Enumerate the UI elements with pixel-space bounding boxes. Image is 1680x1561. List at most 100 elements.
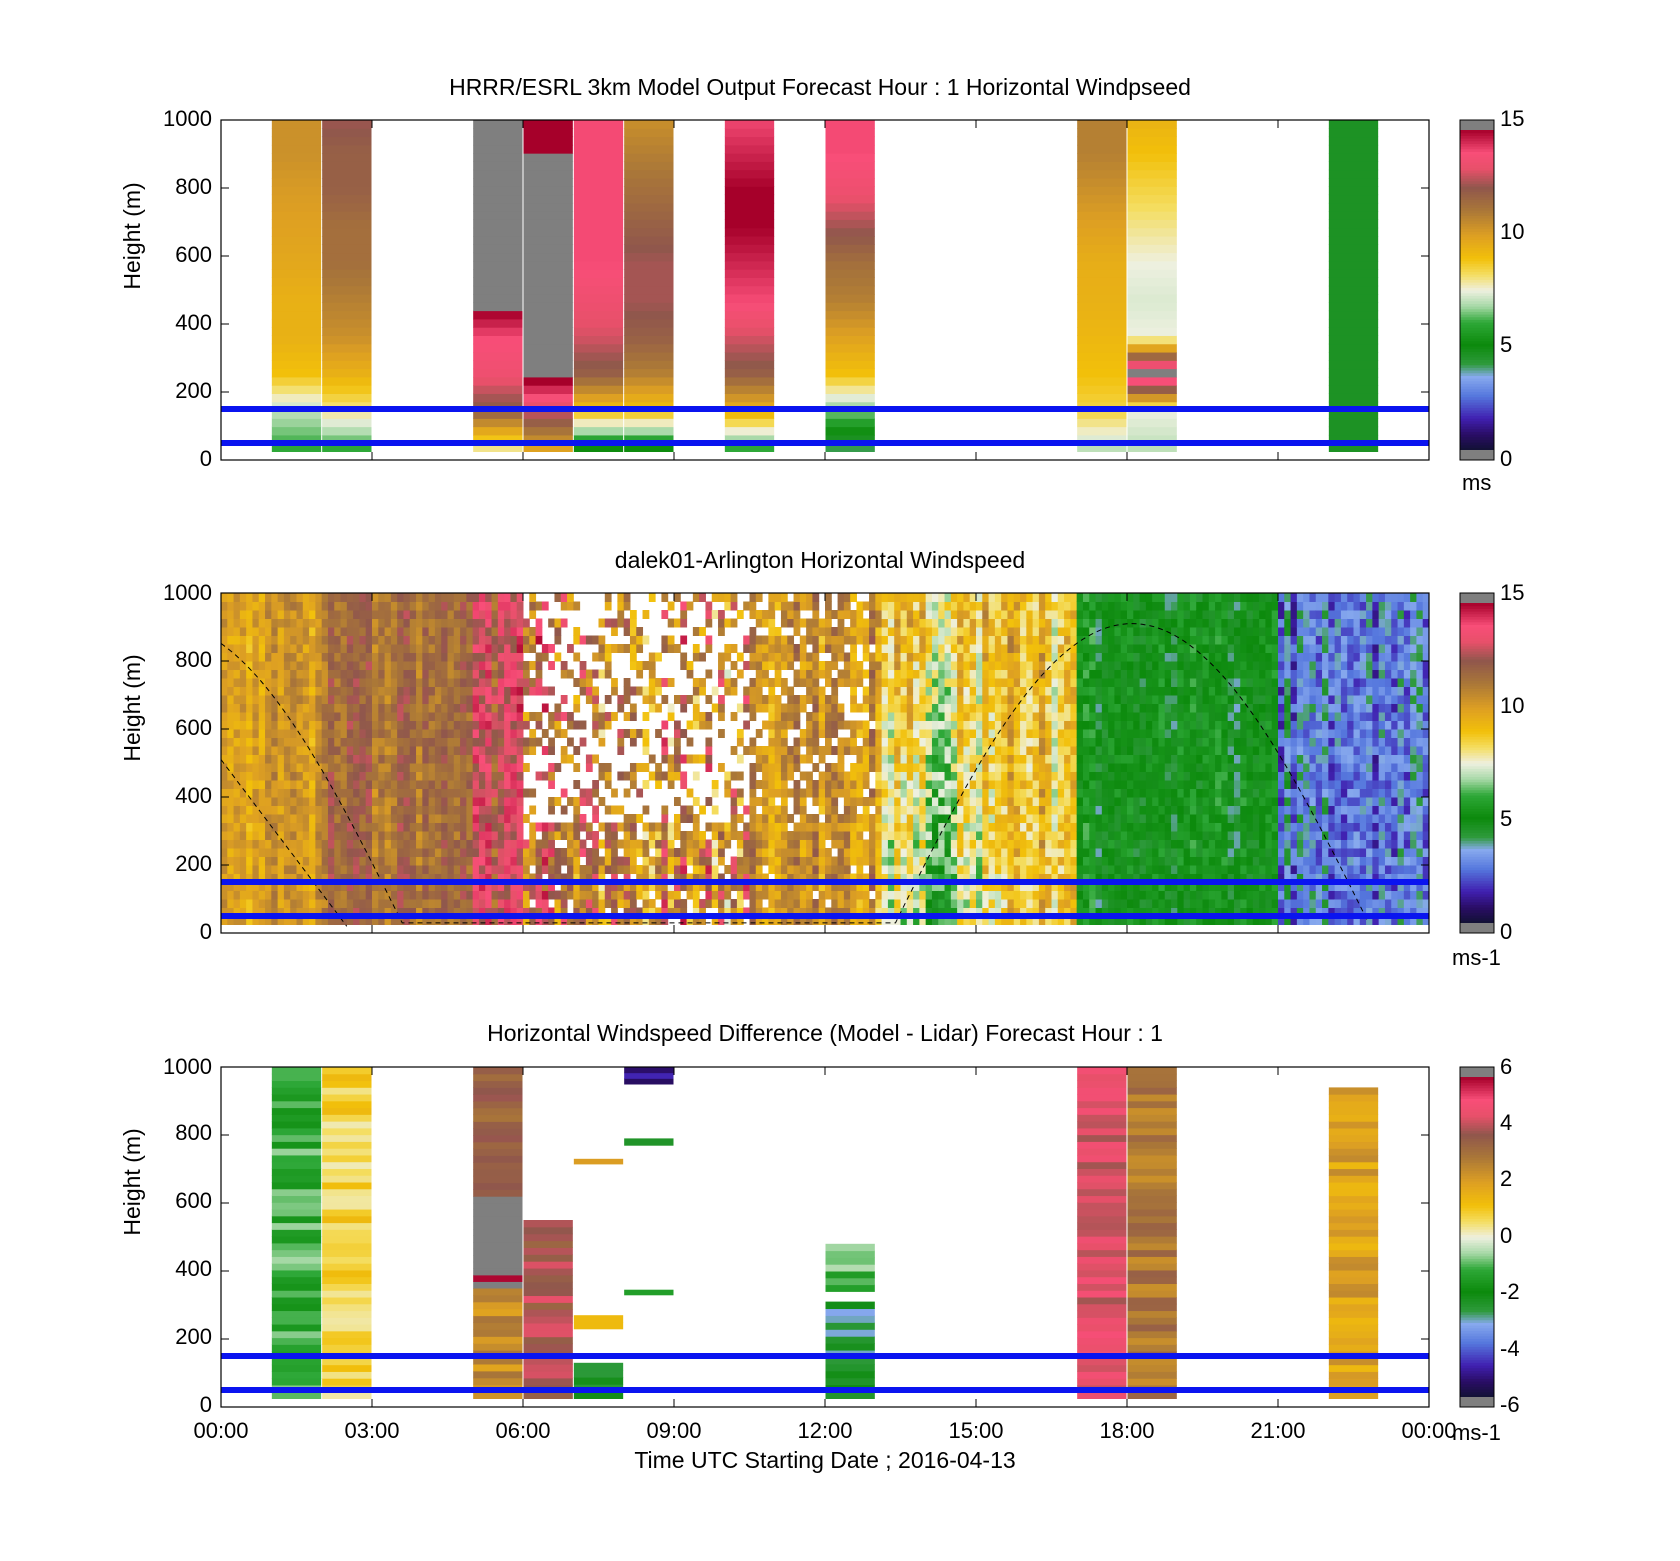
heatmap-cell xyxy=(283,788,291,798)
heatmap-cell xyxy=(837,780,845,789)
heatmap-cell xyxy=(473,443,523,452)
heatmap-cell xyxy=(825,418,875,428)
heatmap-cell xyxy=(648,856,656,866)
heatmap-cell xyxy=(271,335,322,345)
heatmap-cell xyxy=(856,669,864,679)
colorbar-swatch xyxy=(1460,439,1494,443)
heatmap-cell xyxy=(812,652,820,662)
heatmap-cell xyxy=(762,873,769,883)
heatmap-cell xyxy=(950,678,958,687)
heatmap-cell xyxy=(567,873,574,883)
heatmap-cell xyxy=(919,763,927,772)
heatmap-cell xyxy=(831,652,839,662)
heatmap-cell xyxy=(705,712,713,721)
heatmap-cell xyxy=(535,601,543,611)
heatmap-cell xyxy=(787,610,795,619)
heatmap-cell xyxy=(573,426,624,436)
heatmap-cell xyxy=(321,865,329,874)
heatmap-cell xyxy=(365,822,373,832)
heatmap-cell xyxy=(560,695,568,704)
heatmap-cell xyxy=(837,763,845,772)
heatmap-cell xyxy=(441,661,448,670)
heatmap-cell xyxy=(976,771,983,781)
heatmap-cell xyxy=(321,661,329,670)
heatmap-cell xyxy=(434,712,442,721)
heatmap-cell xyxy=(711,822,719,832)
heatmap-cell xyxy=(774,695,782,704)
heatmap-cell xyxy=(843,771,851,781)
heatmap-cell xyxy=(378,831,386,840)
heatmap-cell xyxy=(869,848,876,857)
heatmap-cell xyxy=(271,839,279,849)
heatmap-cell xyxy=(623,865,631,874)
heatmap-cell xyxy=(837,678,845,687)
heatmap-cell xyxy=(233,805,241,815)
heatmap-cell xyxy=(686,890,694,900)
heatmap-cell xyxy=(1045,890,1052,900)
heatmap-cell xyxy=(573,294,624,303)
heatmap-cell xyxy=(812,814,820,823)
heatmap-cell xyxy=(221,831,228,840)
heatmap-cell xyxy=(573,277,624,287)
heatmap-cell xyxy=(315,635,323,645)
heatmap-cell xyxy=(422,678,430,687)
heatmap-cell xyxy=(472,601,480,611)
heatmap-cell xyxy=(749,882,757,891)
heatmap-cell xyxy=(774,907,782,917)
heatmap-cell xyxy=(523,211,573,220)
heatmap-cell xyxy=(283,720,291,730)
heatmap-cell xyxy=(969,797,977,806)
heatmap-cell xyxy=(302,737,310,747)
heatmap-cell xyxy=(441,686,448,696)
heatmap-cell xyxy=(667,831,675,840)
heatmap-cell xyxy=(1007,882,1015,891)
heatmap-cell xyxy=(944,788,952,798)
heatmap-cell xyxy=(1328,219,1379,229)
heatmap-cell xyxy=(611,865,618,874)
heatmap-cell xyxy=(629,839,637,849)
heatmap-cell xyxy=(994,907,1002,917)
heatmap-cell xyxy=(768,763,776,772)
heatmap-cell xyxy=(365,737,373,747)
heatmap-cell xyxy=(624,434,674,444)
heatmap-cell xyxy=(624,285,674,295)
heatmap-cell xyxy=(497,907,505,917)
heatmap-cell xyxy=(390,814,398,823)
heatmap-cell xyxy=(749,593,757,602)
heatmap-cell xyxy=(265,729,272,738)
heatmap-cell xyxy=(409,805,417,815)
heatmap-cell xyxy=(573,410,624,419)
heatmap-cell xyxy=(309,839,316,849)
heatmap-cell xyxy=(818,618,826,628)
heatmap-cell xyxy=(573,780,581,789)
heatmap-cell xyxy=(258,763,266,772)
heatmap-cell xyxy=(793,712,801,721)
heatmap-cell xyxy=(812,848,820,857)
heatmap-cell xyxy=(239,831,247,840)
heatmap-cell xyxy=(919,788,927,798)
heatmap-cell xyxy=(743,882,750,891)
heatmap-cell xyxy=(831,678,839,687)
heatmap-cell xyxy=(850,822,857,832)
heatmap-cell xyxy=(510,848,518,857)
heatmap-cell xyxy=(623,695,631,704)
heatmap-cell xyxy=(441,848,448,857)
heatmap-cell xyxy=(353,720,360,730)
heatmap-cell xyxy=(573,136,624,146)
heatmap-cell xyxy=(699,865,706,874)
heatmap-cell xyxy=(850,797,857,806)
heatmap-cell xyxy=(755,899,763,908)
heatmap-cell xyxy=(787,618,795,628)
heatmap-cell xyxy=(944,831,952,840)
heatmap-cell xyxy=(434,916,442,925)
heatmap-cell xyxy=(1007,899,1015,908)
heatmap-cell xyxy=(887,907,895,917)
heatmap-cell xyxy=(567,822,574,832)
heatmap-cell xyxy=(604,618,612,628)
heatmap-cell xyxy=(837,754,845,764)
heatmap-cell xyxy=(1077,161,1127,171)
heatmap-cell xyxy=(460,882,467,891)
heatmap-cell xyxy=(1077,136,1127,146)
heatmap-cell xyxy=(460,907,467,917)
heatmap-cell xyxy=(648,865,656,874)
